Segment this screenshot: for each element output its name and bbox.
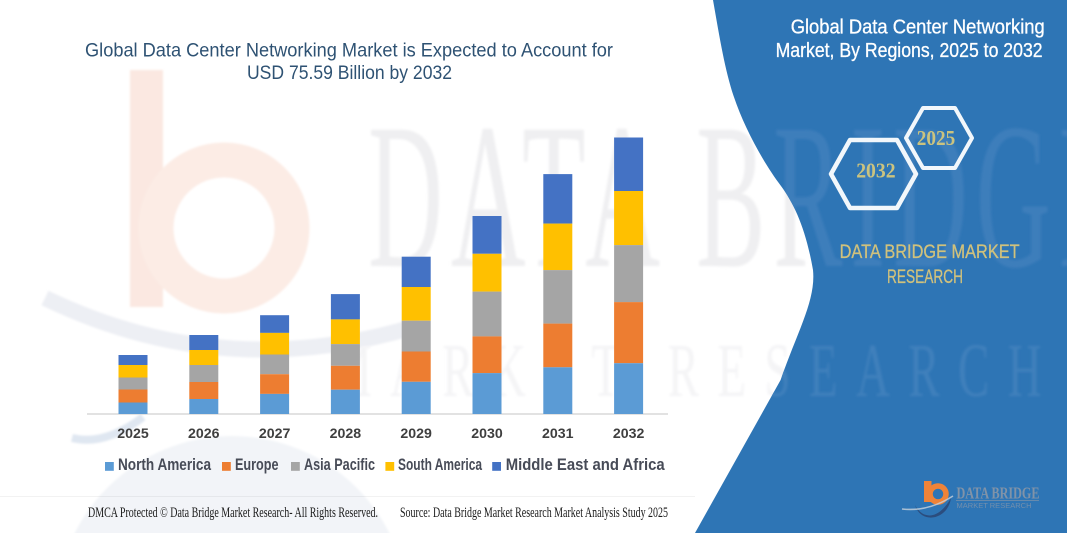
svg-text:2027: 2027	[259, 425, 291, 441]
svg-text:2029: 2029	[400, 425, 432, 441]
svg-text:2028: 2028	[330, 425, 362, 441]
svg-text:South America: South America	[398, 455, 482, 474]
svg-text:Source: Data Bridge Market Res: Source: Data Bridge Market Research Mark…	[400, 505, 668, 521]
svg-text:USD 75.59 Billion by 2032: USD 75.59 Billion by 2032	[247, 62, 452, 84]
svg-text:DMCA Protected © Data Bridge M: DMCA Protected © Data Bridge Market Rese…	[88, 505, 378, 521]
svg-text:MARKET RESEARCH: MARKET RESEARCH	[957, 503, 1032, 510]
svg-text:Asia Pacific: Asia Pacific	[304, 455, 375, 474]
svg-text:DATA BRIDGE: DATA BRIDGE	[957, 484, 1040, 503]
svg-text:2026: 2026	[188, 425, 220, 441]
svg-text:Global Data Center Networking: Global Data Center Networking	[791, 15, 1045, 38]
svg-text:2032: 2032	[856, 158, 895, 182]
svg-text:2031: 2031	[542, 425, 574, 441]
svg-text:Europe: Europe	[235, 455, 279, 474]
svg-text:North America: North America	[118, 455, 211, 474]
svg-text:2025: 2025	[117, 425, 149, 441]
svg-text:DATA BRIDGE MARKET: DATA BRIDGE MARKET	[840, 242, 1020, 263]
svg-text:RESEARCH: RESEARCH	[887, 267, 963, 288]
svg-text:2032: 2032	[613, 425, 645, 441]
svg-text:2030: 2030	[471, 425, 503, 441]
svg-text:2025: 2025	[917, 126, 956, 150]
svg-text:Market, By Regions, 2025 to 20: Market, By Regions, 2025 to 2032	[776, 39, 1043, 62]
svg-text:Middle East and Africa: Middle East and Africa	[506, 455, 665, 474]
svg-text:Global Data Center Networking: Global Data Center Networking Market is …	[85, 40, 613, 62]
